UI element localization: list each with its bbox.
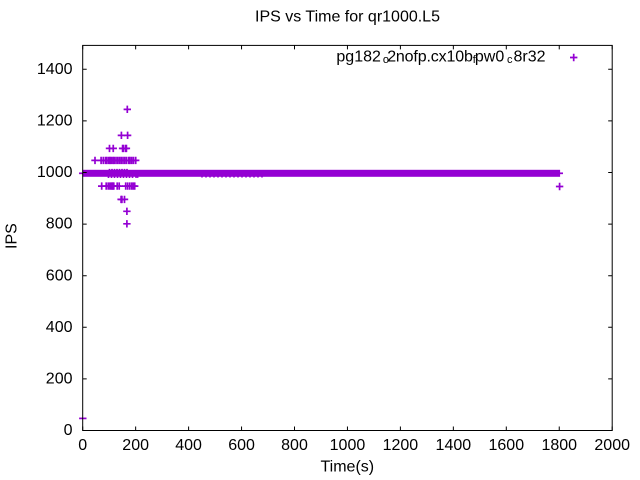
svg-text:0: 0 <box>78 437 87 454</box>
svg-text:400: 400 <box>46 319 73 336</box>
svg-text:1200: 1200 <box>37 113 73 130</box>
svg-text:200: 200 <box>122 437 149 454</box>
svg-text:800: 800 <box>46 216 73 233</box>
svg-text:IPS vs Time for qr1000.L5: IPS vs Time for qr1000.L5 <box>255 8 440 25</box>
svg-text:600: 600 <box>228 437 255 454</box>
svg-text:1800: 1800 <box>541 437 577 454</box>
svg-text:200: 200 <box>46 371 73 388</box>
svg-text:1400: 1400 <box>436 437 472 454</box>
svg-text:600: 600 <box>46 267 73 284</box>
svg-text:1000: 1000 <box>330 437 366 454</box>
svg-text:800: 800 <box>281 437 308 454</box>
svg-text:Time(s): Time(s) <box>320 459 374 476</box>
svg-text:1400: 1400 <box>37 61 73 78</box>
svg-text:0: 0 <box>64 422 73 439</box>
svg-text:1000: 1000 <box>37 164 73 181</box>
svg-text:IPS: IPS <box>4 223 21 249</box>
svg-text:1600: 1600 <box>489 437 525 454</box>
svg-text:2000: 2000 <box>594 437 630 454</box>
svg-text:400: 400 <box>175 437 202 454</box>
svg-text:1200: 1200 <box>383 437 419 454</box>
